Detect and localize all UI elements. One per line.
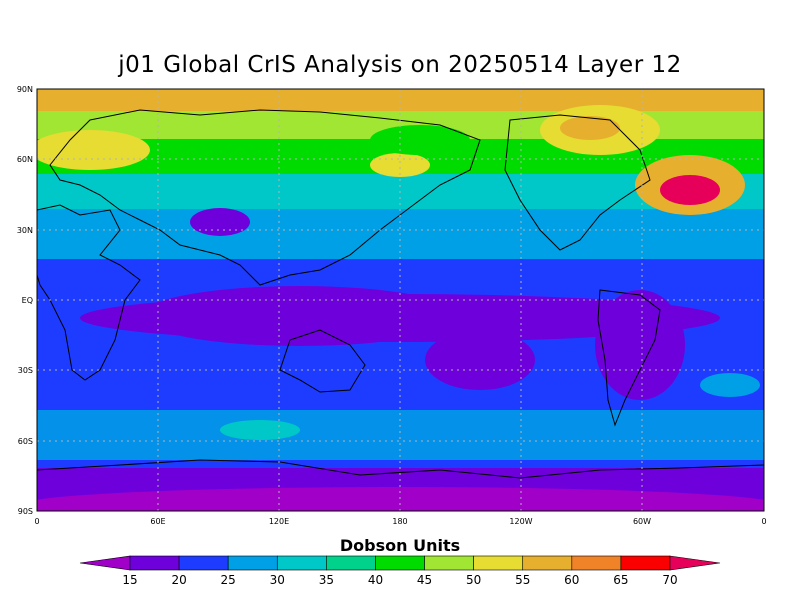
colorbar-tick-label: 15 — [122, 573, 137, 587]
colorbar-tick-label: 70 — [662, 573, 677, 587]
colorbar-tick-label: 40 — [368, 573, 383, 587]
lon-label-0-east: 0 — [761, 517, 766, 526]
colorbar-swatch — [227, 555, 278, 571]
colorbar-tick-label: 45 — [417, 573, 432, 587]
lat-label-30s: 30S — [18, 366, 33, 375]
colorbar-arrow-low — [79, 555, 131, 571]
lon-label-0-west: 0 — [34, 517, 39, 526]
colorbar — [79, 555, 721, 571]
colorbar-swatch — [375, 555, 425, 571]
lon-label-180: 180 — [392, 517, 407, 526]
colorbar-swatch — [326, 555, 376, 571]
lon-label-60e: 60E — [150, 517, 165, 526]
colorbar-tick-labels: 15 20 25 30 35 40 45 50 55 60 65 70 — [122, 573, 677, 587]
colorbar-swatch — [178, 555, 229, 571]
map-frame — [36, 88, 765, 512]
lat-label-eq: EQ — [22, 296, 33, 305]
lat-label-60s: 60S — [18, 437, 33, 446]
colorbar-tick-label: 65 — [613, 573, 628, 587]
colorbar-arrow-high — [669, 555, 721, 571]
lat-label-30n: 30N — [17, 226, 33, 235]
lon-label-120e: 120E — [269, 517, 289, 526]
colorbar-swatch — [473, 555, 524, 571]
lon-label-120w: 120W — [509, 517, 532, 526]
colorbar-swatch — [522, 555, 573, 571]
lon-label-60w: 60W — [633, 517, 651, 526]
colorbar-title: Dobson Units — [339, 536, 461, 555]
graticule — [37, 89, 764, 511]
colorbar-tick-label: 50 — [466, 573, 481, 587]
colorbar-swatch — [129, 555, 180, 571]
colorbar-tick-label: 60 — [564, 573, 579, 587]
colorbar-tick-label: 55 — [515, 573, 530, 587]
coastlines — [37, 109, 764, 479]
colorbar-tick-label: 30 — [270, 573, 285, 587]
colorbar-swatch — [571, 555, 622, 571]
lat-label-60n: 60N — [17, 155, 33, 164]
lat-label-90n: 90N — [17, 85, 33, 94]
colorbar-tick-label: 25 — [221, 573, 236, 587]
lat-label-90s: 90S — [18, 507, 33, 516]
colorbar-swatch — [276, 555, 327, 571]
colorbar-tick-label: 20 — [171, 573, 186, 587]
colorbar-tick-label: 35 — [319, 573, 334, 587]
colorbar-swatch — [424, 555, 474, 571]
map-title: j01 Global CrIS Analysis on 20250514 Lay… — [118, 52, 682, 78]
colorbar-swatch — [620, 555, 671, 571]
